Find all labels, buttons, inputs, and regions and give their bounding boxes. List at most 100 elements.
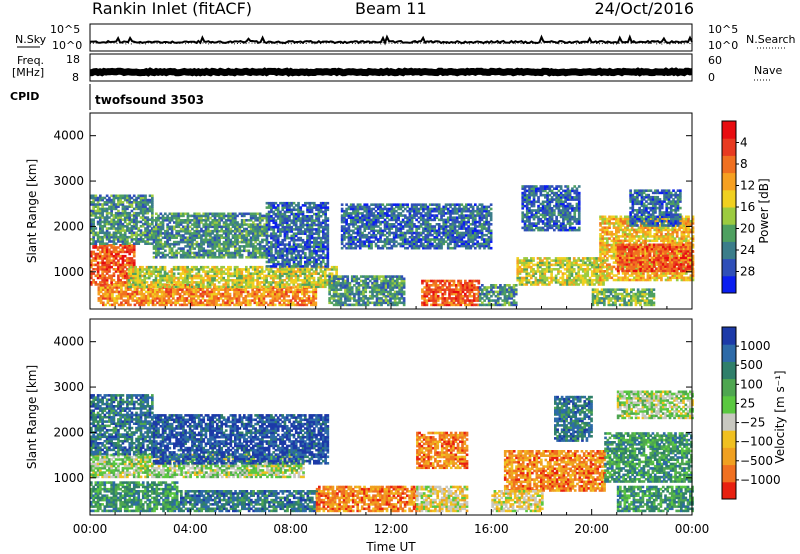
- power-cell: [108, 250, 111, 254]
- power-cell: [453, 220, 457, 224]
- power-cell: [197, 236, 201, 239]
- power-cell: [366, 277, 370, 281]
- power-cell: [140, 288, 144, 291]
- power-cell: [160, 303, 164, 307]
- power-cell: [283, 285, 287, 289]
- power-cell: [417, 212, 421, 215]
- power-cell: [304, 232, 307, 235]
- power-cell: [94, 196, 98, 200]
- power-cell: [181, 279, 185, 282]
- power-cell: [194, 301, 198, 305]
- power-cell: [155, 229, 158, 233]
- power-cell: [290, 272, 293, 275]
- power-cell: [280, 294, 284, 298]
- power-cell: [97, 292, 101, 296]
- power-cell: [253, 301, 257, 305]
- power-cell: [220, 265, 223, 269]
- power-cell: [308, 262, 312, 266]
- power-cell: [373, 303, 377, 307]
- power-cell: [126, 259, 129, 262]
- power-cell: [453, 227, 457, 230]
- power-cell: [243, 212, 246, 216]
- power-cell: [281, 212, 285, 216]
- power-cell: [387, 292, 390, 296]
- power-cell: [236, 223, 239, 226]
- power-cell: [397, 207, 400, 211]
- power-cell: [126, 201, 129, 204]
- power-cell: [236, 251, 239, 255]
- power-cell: [99, 225, 102, 228]
- power-cell: [97, 288, 101, 291]
- power-cell: [254, 251, 257, 255]
- power-cell: [121, 244, 125, 247]
- power-cell: [206, 281, 210, 284]
- power-cell: [243, 221, 246, 224]
- power-cell: [381, 229, 385, 233]
- power-cell: [117, 229, 120, 232]
- power-cell: [428, 242, 432, 246]
- power-cell: [197, 290, 200, 294]
- power-cell: [354, 218, 358, 222]
- power-cell: [297, 252, 300, 255]
- power-cell: [415, 246, 418, 250]
- power-cell: [267, 290, 270, 294]
- power-cell: [267, 270, 271, 273]
- power-cell: [211, 238, 215, 242]
- power-cell: [272, 276, 275, 280]
- power-cell: [202, 265, 205, 269]
- power-cell: [212, 290, 216, 294]
- power-cell: [123, 225, 127, 228]
- power-cell: [186, 238, 190, 242]
- power-cell: [337, 288, 340, 291]
- power-cell: [157, 240, 160, 244]
- power-cell: [211, 274, 214, 278]
- power-cell: [108, 231, 111, 235]
- power-cell: [112, 233, 116, 237]
- power-cell: [167, 294, 171, 298]
- power-cell: [285, 262, 289, 266]
- power-cell: [203, 290, 207, 294]
- power-cell: [258, 283, 262, 286]
- power-cell: [126, 207, 129, 211]
- power-cell: [126, 272, 129, 275]
- power-cell: [138, 265, 142, 269]
- power-cell: [451, 220, 455, 224]
- power-cell: [103, 196, 107, 200]
- power-cell: [301, 238, 305, 242]
- power-cell: [127, 270, 131, 273]
- power-cell: [308, 247, 312, 251]
- power-cell: [261, 214, 264, 218]
- power-cell: [449, 209, 452, 213]
- power-cell: [103, 261, 107, 265]
- power-cell: [92, 211, 95, 215]
- power-cell: [112, 268, 116, 271]
- power-cell: [221, 299, 225, 302]
- power-cell: [244, 299, 248, 302]
- power-cell: [112, 238, 116, 241]
- power-cell: [308, 272, 311, 275]
- power-cell: [343, 231, 346, 235]
- power-cell: [276, 281, 280, 284]
- power-cell: [299, 238, 303, 242]
- power-cell: [175, 249, 178, 253]
- power-cell: [315, 249, 318, 253]
- power-cell: [279, 265, 282, 268]
- power-cell: [373, 290, 377, 294]
- power-cell: [182, 236, 185, 239]
- power-cell: [424, 225, 428, 228]
- power-cell: [156, 294, 159, 298]
- power-cell: [226, 294, 230, 298]
- power-cell: [392, 231, 396, 235]
- power-cell: [375, 290, 379, 294]
- power-cell: [444, 225, 448, 228]
- power-cell: [398, 301, 401, 305]
- power-cell: [399, 229, 403, 233]
- power-cell: [453, 229, 457, 233]
- power-cell: [267, 228, 271, 231]
- power-cell: [324, 245, 327, 249]
- power-cell: [128, 229, 132, 232]
- power-cell: [383, 205, 387, 209]
- power-cell: [99, 257, 102, 260]
- power-cell: [358, 231, 362, 235]
- power-cell: [246, 301, 250, 305]
